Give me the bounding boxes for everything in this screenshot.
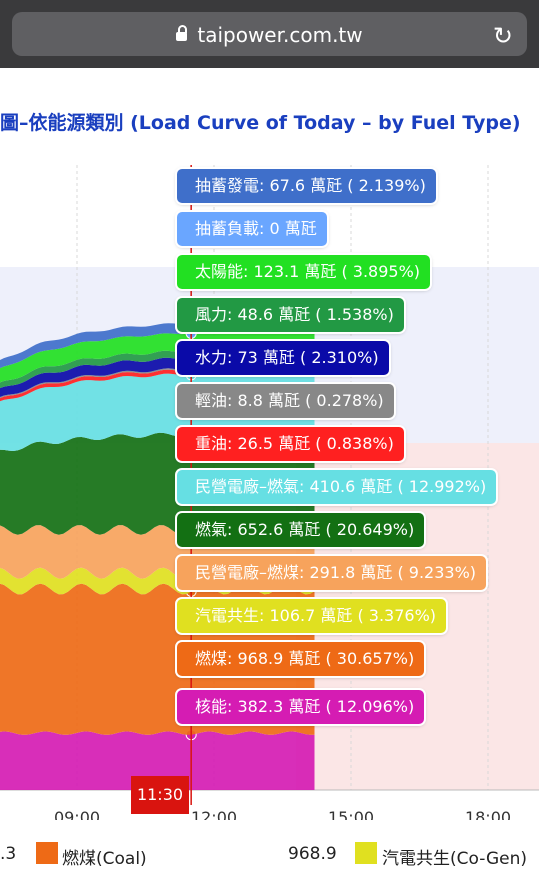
x-tick-label-0900: 09:00 [54, 808, 100, 820]
legend-swatch-cogen[interactable] [355, 842, 377, 864]
x-tick-label-1500: 15:00 [328, 808, 374, 820]
legend-swatch-coal[interactable] [36, 842, 58, 864]
legend-value-2: 968.9 [288, 844, 337, 864]
lock-icon [176, 25, 188, 41]
tooltip-row-11: 燃煤: 968.9 萬瓩 ( 30.657%) [177, 642, 425, 676]
tooltip-row-5: 輕油: 8.8 萬瓩 ( 0.278%) [177, 384, 394, 418]
area-series-7 [0, 365, 315, 399]
tooltip-row-7: 民營電廠–燃氣: 410.6 萬瓩 ( 12.992%) [177, 470, 497, 504]
address-bar[interactable]: taipower.com.tw ↻ [12, 12, 527, 56]
cursor-time-label: 11:30 [131, 776, 189, 814]
legend-label-coal[interactable]: 燃煤(Coal) [62, 849, 147, 869]
tooltip-row-0: 抽蓄發電: 67.6 萬瓩 ( 2.139%) [177, 169, 436, 203]
x-tick-label-1200: 12:00 [191, 808, 237, 820]
legend-label-cogen[interactable]: 汽電共生(Co-Gen) [382, 849, 528, 869]
tooltip-row-4: 水力: 73 萬瓩 ( 2.310%) [177, 341, 389, 375]
tooltip-row-12: 核能: 382.3 萬瓩 ( 12.096%) [177, 690, 425, 724]
tooltip-row-2: 太陽能: 123.1 萬瓩 ( 3.895%) [177, 255, 431, 289]
tooltip-row-3: 風力: 48.6 萬瓩 ( 1.538%) [177, 298, 404, 332]
tooltip-row-9: 民營電廠–燃煤: 291.8 萬瓩 ( 9.233%) [177, 556, 487, 590]
reload-icon[interactable]: ↻ [492, 22, 513, 50]
chart-title: 圖–依能源類別 (Load Curve of Today – by Fuel T… [0, 112, 521, 134]
x-tick-label-1800: 18:00 [465, 808, 511, 820]
chart-legend: .3 燃煤(Coal) 968.9 汽電共生(Co-Gen) [0, 842, 539, 870]
tooltip-row-8: 燃氣: 652.6 萬瓩 ( 20.649%) [177, 513, 425, 547]
area-series-0 [0, 731, 315, 790]
tooltip-row-6: 重油: 26.5 萬瓩 ( 0.838%) [177, 427, 404, 461]
url-text: taipower.com.tw [197, 23, 363, 47]
tooltip-row-1: 抽蓄負載: 0 萬瓩 [177, 212, 327, 246]
tooltip-row-10: 汽電共生: 106.7 萬瓩 ( 3.376%) [177, 599, 447, 633]
url-display: taipower.com.tw [12, 23, 527, 47]
browser-toolbar: taipower.com.tw ↻ [0, 0, 539, 68]
legend-value-1: .3 [0, 844, 17, 864]
